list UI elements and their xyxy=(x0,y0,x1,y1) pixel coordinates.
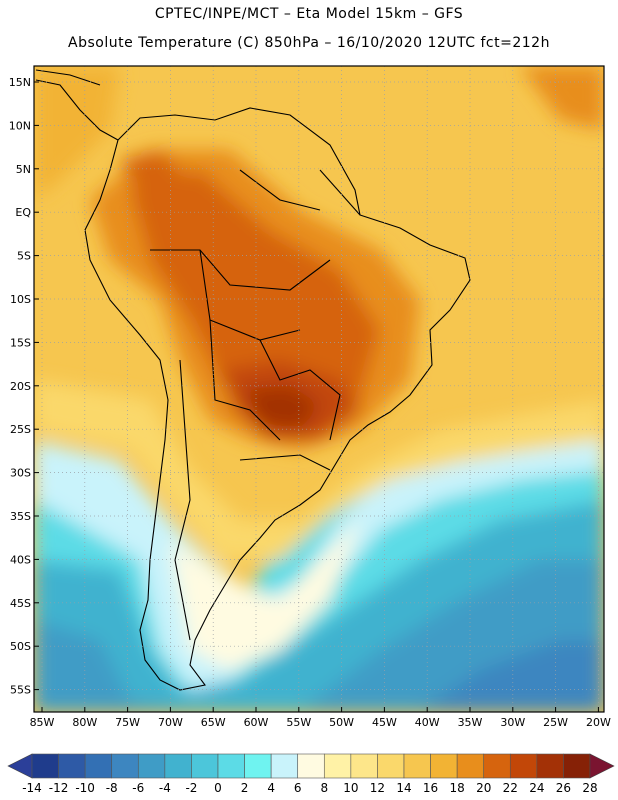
lat-label: 45S xyxy=(10,597,31,610)
map-title-line1: CPTEC/INPE/MCT – Eta Model 15km – GFS xyxy=(154,6,464,22)
colorbar-label: -2 xyxy=(185,781,197,795)
colorbar-swatch xyxy=(377,753,405,779)
lon-label: 20W xyxy=(586,716,611,729)
lat-label: 55S xyxy=(10,684,31,697)
colorbar-swatch xyxy=(111,753,139,779)
colorbar-swatch xyxy=(137,753,166,779)
lon-label: 85W xyxy=(30,716,55,729)
colorbar-swatch xyxy=(297,753,325,779)
colorbar-label: 4 xyxy=(267,781,275,795)
colorbar-swatch xyxy=(430,753,458,779)
colorbar-swatch xyxy=(536,753,564,779)
colorbar-label: 18 xyxy=(450,781,465,795)
colorbar-label: 22 xyxy=(503,781,518,795)
lat-label: 30S xyxy=(10,467,31,480)
colorbar-swatch xyxy=(509,753,538,779)
central-america-coast xyxy=(35,79,119,141)
colorbar-label: 0 xyxy=(214,781,222,795)
lat-label: 40S xyxy=(10,553,31,566)
lon-label: 55W xyxy=(286,716,311,729)
lon-label: 35W xyxy=(458,716,483,729)
colorbar-label: -8 xyxy=(106,781,118,795)
lon-label: 45W xyxy=(372,716,397,729)
lat-label: 15S xyxy=(10,336,31,349)
colorbar-swatch xyxy=(191,753,219,779)
lat-label: 5N xyxy=(16,163,31,176)
colorbar-swatch xyxy=(323,753,352,779)
colorbar-label: -12 xyxy=(49,781,69,795)
colorbar-label: 24 xyxy=(529,781,544,795)
colorbar-swatch xyxy=(31,753,59,779)
colorbar-swatch xyxy=(84,753,113,779)
colorbar-swatch xyxy=(58,753,86,779)
colorbar xyxy=(7,753,615,779)
gridlines xyxy=(34,66,604,712)
lon-label: 50W xyxy=(329,716,354,729)
colorbar-label: 2 xyxy=(241,781,249,795)
colorbar-swatch xyxy=(217,753,245,779)
colorbar-swatch xyxy=(563,753,591,779)
colorbar-labels: -14 -12 -10 -8 -6 -4 -2 0 2 4 6 8 10 12 14 16 18 20 22 24 26… xyxy=(22,781,597,795)
latitude-labels: 15N 10N 5N EQ 5S 10S 15S 20S 25S 30S 35S 40S 45S 50S 5… xyxy=(9,76,39,697)
colorbar-label: 16 xyxy=(423,781,438,795)
lon-label: 70W xyxy=(158,716,183,729)
colorbar-swatch xyxy=(350,753,378,779)
colorbar-high-arrow xyxy=(589,753,615,779)
lat-label: 5S xyxy=(17,250,31,263)
colorbar-label: -6 xyxy=(132,781,144,795)
coastline xyxy=(35,69,471,691)
map-frame xyxy=(33,65,605,713)
colorbar-label: 12 xyxy=(370,781,385,795)
lon-label: 60W xyxy=(244,716,269,729)
colorbar-swatch xyxy=(164,753,192,779)
lat-label: 50S xyxy=(10,640,31,653)
colorbar-label: 8 xyxy=(320,781,328,795)
longitude-labels: 85W 80W 75W 70W 65W 60W 55W 50W 45W 40W 35W 30W 25W 2… xyxy=(30,707,611,729)
colorbar-swatch xyxy=(270,753,299,779)
colorbar-label: -10 xyxy=(75,781,95,795)
lon-label: 30W xyxy=(500,716,525,729)
colorbar-swatch xyxy=(403,753,431,779)
lon-label: 65W xyxy=(201,716,226,729)
lat-label: 20S xyxy=(10,380,31,393)
map-title-line2: Absolute Temperature (C) 850hPa – 16/10/… xyxy=(68,35,550,51)
colorbar-label: -14 xyxy=(22,781,42,795)
lat-label: 10N xyxy=(9,119,31,132)
lat-label: 25S xyxy=(10,423,31,436)
lat-label: EQ xyxy=(15,206,31,219)
lon-label: 40W xyxy=(415,716,440,729)
colorbar-label: 28 xyxy=(582,781,597,795)
colorbar-swatch xyxy=(483,753,511,779)
colorbar-label: 10 xyxy=(343,781,358,795)
colorbar-swatch xyxy=(456,753,485,779)
colorbar-label: 26 xyxy=(556,781,571,795)
lon-label: 80W xyxy=(72,716,97,729)
lat-label: 35S xyxy=(10,510,31,523)
lon-label: 75W xyxy=(115,716,140,729)
colorbar-label: 20 xyxy=(476,781,491,795)
colorbar-low-arrow xyxy=(7,753,33,779)
lat-label: 10S xyxy=(10,293,31,306)
colorbar-label: 6 xyxy=(294,781,302,795)
colorbar-swatch xyxy=(244,753,272,779)
temperature-field xyxy=(34,66,604,712)
lon-label: 25W xyxy=(543,716,568,729)
lat-label: 15N xyxy=(9,76,31,89)
colorbar-label: -4 xyxy=(159,781,171,795)
colorbar-label: 14 xyxy=(396,781,411,795)
